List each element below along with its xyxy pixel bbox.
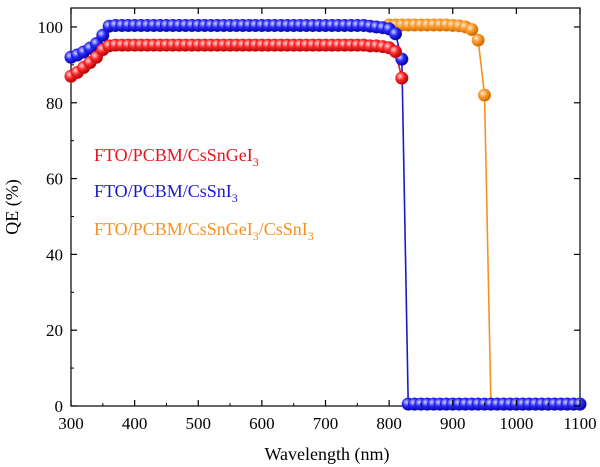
y-tick-label: 60: [46, 170, 63, 189]
x-tick-label: 500: [186, 414, 212, 433]
plot-border: [70, 7, 581, 407]
x-tick-label: 900: [440, 414, 466, 433]
x-axis-ticks: 300 400 500 600 700 800 900 1000 1100: [58, 8, 597, 433]
x-tick-label: 700: [313, 414, 339, 433]
x-tick-label: 300: [58, 414, 84, 433]
y-tick-label: 80: [46, 94, 63, 113]
data-point: [388, 45, 402, 59]
x-tick-label: 600: [249, 414, 275, 433]
y-axis-ticks: 0 20 40 60 80 100: [38, 18, 580, 416]
y-tick-label: 0: [55, 397, 64, 416]
y-axis-title: QE (%): [2, 179, 23, 234]
x-tick-label: 400: [122, 414, 148, 433]
legend-entry-cssni3: FTO/PCBM/CsSnI3: [94, 181, 238, 205]
data-point: [388, 27, 402, 41]
plot-frame: [70, 7, 581, 407]
y-tick-label: 100: [38, 18, 64, 37]
legend: FTO/PCBM/CsSnGeI3 FTO/PCBM/CsSnI3 FTO/PC…: [94, 145, 314, 243]
data-point: [395, 71, 409, 85]
legend-entry-cssngei3-cssni3: FTO/PCBM/CsSnGeI3/CsSnI3: [94, 219, 314, 243]
data-point: [465, 23, 479, 37]
legend-entry-cssngei3: FTO/PCBM/CsSnGeI3: [94, 145, 259, 169]
y-tick-label: 20: [46, 321, 63, 340]
x-axis-title: Wavelength (nm): [264, 444, 389, 465]
series-line: [389, 24, 580, 405]
data-point: [96, 28, 110, 42]
x-tick-label: 1100: [563, 414, 596, 433]
y-tick-label: 40: [46, 245, 63, 264]
x-tick-label: 1000: [499, 414, 533, 433]
series-lines: [70, 24, 580, 405]
series-line: [70, 24, 580, 405]
data-point: [471, 33, 485, 47]
series-points: [64, 18, 587, 411]
data-point: [478, 88, 492, 102]
x-tick-label: 800: [376, 414, 402, 433]
